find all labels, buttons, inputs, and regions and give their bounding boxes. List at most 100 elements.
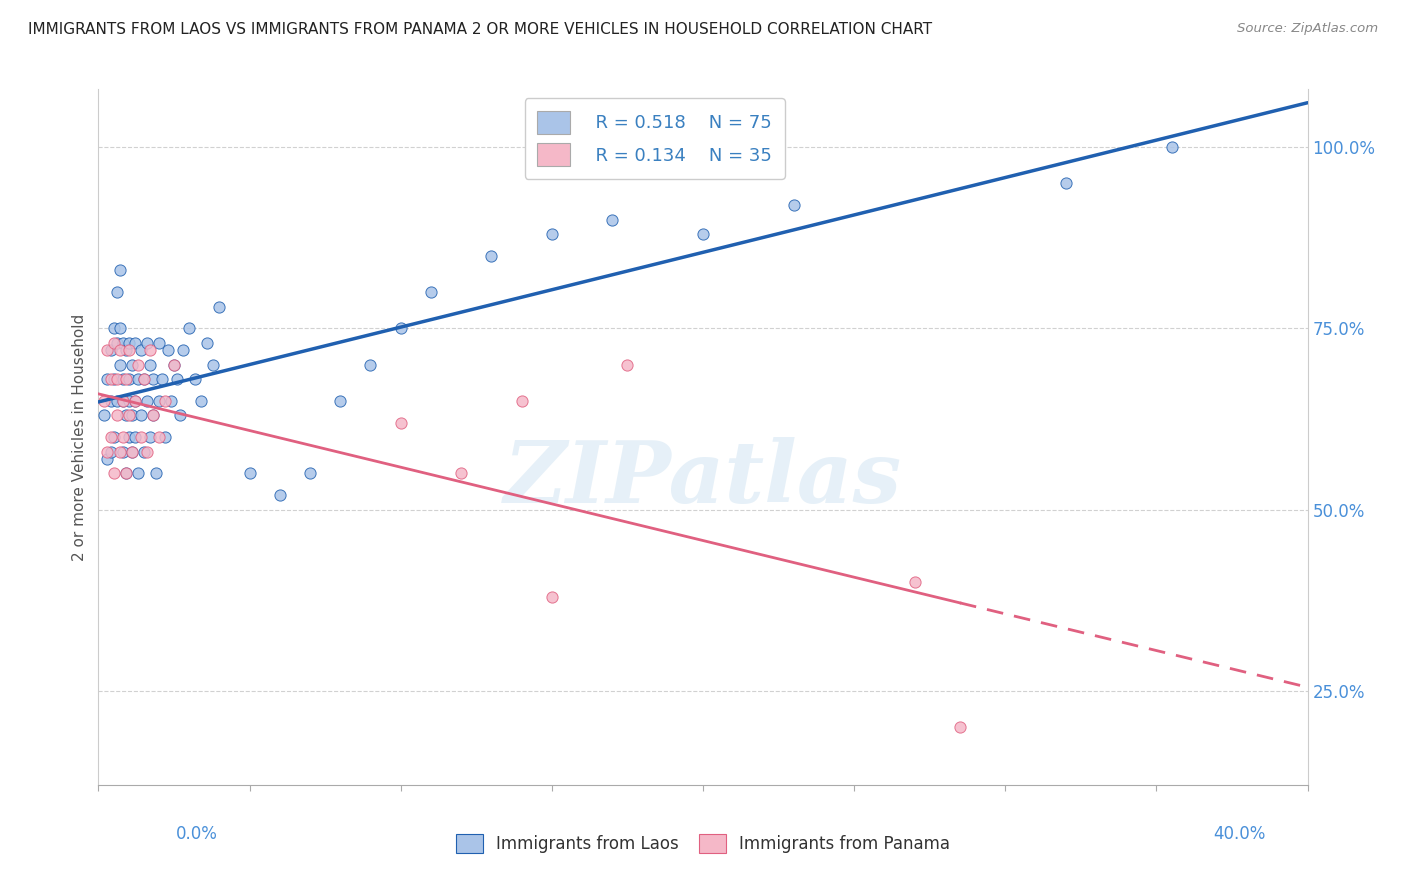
Point xyxy=(121,444,143,458)
Point xyxy=(105,285,128,299)
Text: 0.0%: 0.0% xyxy=(176,825,218,843)
Point xyxy=(163,358,186,372)
Point xyxy=(108,343,131,358)
Point xyxy=(103,321,125,335)
Point xyxy=(540,227,562,242)
Point xyxy=(179,321,201,335)
Legend:   R = 0.518    N = 75,   R = 0.134    N = 35: R = 0.518 N = 75, R = 0.134 N = 35 xyxy=(524,98,785,179)
Text: Source: ZipAtlas.com: Source: ZipAtlas.com xyxy=(1237,22,1378,36)
Point xyxy=(129,430,152,444)
Point xyxy=(121,409,143,423)
Point xyxy=(96,451,118,466)
Y-axis label: 2 or more Vehicles in Household: 2 or more Vehicles in Household xyxy=(72,313,87,561)
Point xyxy=(103,430,125,444)
Point xyxy=(93,393,115,408)
Point xyxy=(108,358,131,372)
Point xyxy=(160,393,183,408)
Point xyxy=(949,720,972,734)
Point xyxy=(202,358,225,372)
Point xyxy=(127,372,149,386)
Point xyxy=(616,358,638,372)
Point xyxy=(111,393,134,408)
Point xyxy=(114,467,136,481)
Point xyxy=(103,372,125,386)
Point xyxy=(103,335,125,350)
Point xyxy=(114,409,136,423)
Point xyxy=(239,467,262,481)
Point xyxy=(118,430,141,444)
Point xyxy=(692,227,714,242)
Point xyxy=(108,263,131,277)
Point xyxy=(184,372,207,386)
Point xyxy=(135,444,157,458)
Point xyxy=(139,430,162,444)
Point xyxy=(153,430,176,444)
Point xyxy=(96,372,118,386)
Point xyxy=(111,393,134,408)
Point xyxy=(118,409,141,423)
Point xyxy=(118,335,141,350)
Point xyxy=(96,444,118,458)
Point xyxy=(190,393,212,408)
Point xyxy=(139,358,162,372)
Point xyxy=(195,335,218,350)
Point xyxy=(148,430,170,444)
Point xyxy=(142,372,165,386)
Text: ZIPatlas: ZIPatlas xyxy=(503,437,903,521)
Point xyxy=(172,343,194,358)
Point xyxy=(118,372,141,386)
Point xyxy=(111,335,134,350)
Point xyxy=(420,285,443,299)
Point xyxy=(299,467,322,481)
Point xyxy=(150,372,173,386)
Point xyxy=(135,393,157,408)
Point xyxy=(103,467,125,481)
Point xyxy=(108,321,131,335)
Point xyxy=(114,343,136,358)
Point xyxy=(100,444,122,458)
Point xyxy=(1054,177,1077,191)
Point xyxy=(129,343,152,358)
Point xyxy=(602,212,624,227)
Point xyxy=(121,358,143,372)
Point xyxy=(121,444,143,458)
Point xyxy=(166,372,188,386)
Point xyxy=(153,393,176,408)
Point xyxy=(105,335,128,350)
Point xyxy=(100,430,122,444)
Text: 40.0%: 40.0% xyxy=(1213,825,1265,843)
Point xyxy=(105,409,128,423)
Point xyxy=(100,372,122,386)
Point xyxy=(156,343,179,358)
Point xyxy=(208,300,231,314)
Point xyxy=(329,393,352,408)
Point xyxy=(124,393,146,408)
Point xyxy=(142,409,165,423)
Point xyxy=(142,409,165,423)
Point xyxy=(132,372,155,386)
Point xyxy=(1160,140,1182,154)
Point xyxy=(108,444,131,458)
Point xyxy=(148,393,170,408)
Point xyxy=(127,358,149,372)
Point xyxy=(510,393,533,408)
Text: IMMIGRANTS FROM LAOS VS IMMIGRANTS FROM PANAMA 2 OR MORE VEHICLES IN HOUSEHOLD C: IMMIGRANTS FROM LAOS VS IMMIGRANTS FROM … xyxy=(28,22,932,37)
Point xyxy=(96,343,118,358)
Point xyxy=(127,467,149,481)
Point xyxy=(904,574,927,589)
Point xyxy=(124,393,146,408)
Point xyxy=(124,430,146,444)
Point xyxy=(135,335,157,350)
Point xyxy=(118,343,141,358)
Point xyxy=(132,372,155,386)
Point xyxy=(114,467,136,481)
Point xyxy=(145,467,167,481)
Point xyxy=(389,416,412,430)
Point xyxy=(540,590,562,604)
Point xyxy=(105,372,128,386)
Point xyxy=(139,343,162,358)
Point xyxy=(169,409,191,423)
Point xyxy=(93,409,115,423)
Point xyxy=(114,372,136,386)
Point xyxy=(269,488,291,502)
